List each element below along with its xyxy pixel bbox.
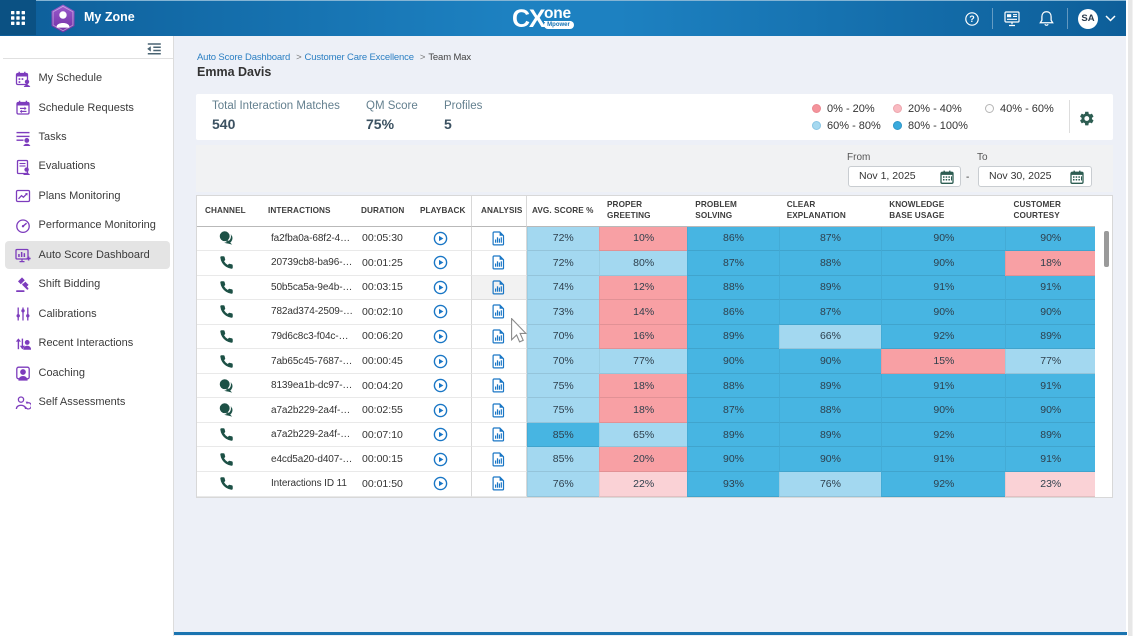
- svg-text:?: ?: [969, 14, 975, 24]
